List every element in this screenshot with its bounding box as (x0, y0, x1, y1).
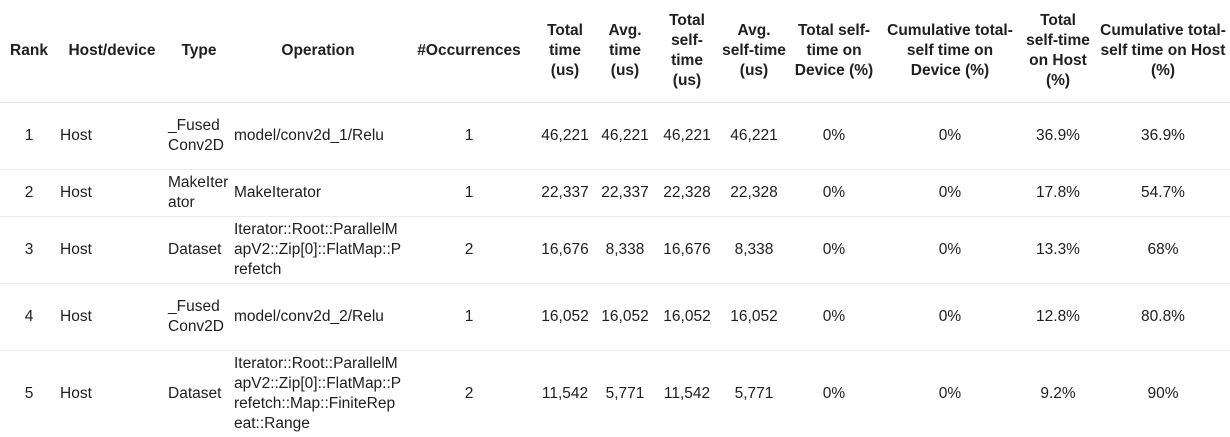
cell-avg-time: 16,052 (596, 284, 654, 351)
cell-avg-self-time: 8,338 (720, 217, 788, 284)
cell-cumulative-host-pct: 54.7% (1096, 170, 1230, 217)
column-header-avg-self-time[interactable]: Avg. self-time (us) (720, 0, 788, 103)
table-row[interactable]: 2 Host MakeIterator MakeIterator 1 22,33… (0, 170, 1230, 217)
cell-type: Dataset (166, 351, 232, 437)
cell-cumulative-device-pct: 0% (880, 103, 1020, 170)
column-header-self-time-device-pct[interactable]: Total self-time on Device (%) (788, 0, 880, 103)
cell-total-self-time: 16,676 (654, 217, 720, 284)
cell-host-device: Host (58, 217, 166, 284)
cell-occurrences: 1 (404, 103, 534, 170)
cell-cumulative-host-pct: 90% (1096, 351, 1230, 437)
cell-cumulative-host-pct: 80.8% (1096, 284, 1230, 351)
cell-occurrences: 2 (404, 217, 534, 284)
cell-self-time-host-pct: 17.8% (1020, 170, 1096, 217)
cell-avg-self-time: 46,221 (720, 103, 788, 170)
column-header-cumulative-host-pct[interactable]: Cumulative total-self time on Host (%) (1096, 0, 1230, 103)
cell-avg-self-time: 16,052 (720, 284, 788, 351)
cell-total-time: 16,052 (534, 284, 596, 351)
cell-self-time-host-pct: 12.8% (1020, 284, 1096, 351)
cell-total-self-time: 22,328 (654, 170, 720, 217)
cell-operation: Iterator::Root::ParallelMapV2::Zip[0]::F… (232, 217, 404, 284)
cell-self-time-device-pct: 0% (788, 103, 880, 170)
cell-host-device: Host (58, 103, 166, 170)
column-header-self-time-host-pct[interactable]: Total self-time on Host (%) (1020, 0, 1096, 103)
cell-total-time: 16,676 (534, 217, 596, 284)
table-row[interactable]: 1 Host _FusedConv2D model/conv2d_1/Relu … (0, 103, 1230, 170)
cell-operation: MakeIterator (232, 170, 404, 217)
column-header-host-device[interactable]: Host/device (58, 0, 166, 103)
column-header-operation[interactable]: Operation (232, 0, 404, 103)
cell-cumulative-device-pct: 0% (880, 170, 1020, 217)
column-header-occurrences[interactable]: #Occurrences (404, 0, 534, 103)
cell-self-time-device-pct: 0% (788, 284, 880, 351)
table-row[interactable]: 4 Host _FusedConv2D model/conv2d_2/Relu … (0, 284, 1230, 351)
table-row[interactable]: 5 Host Dataset Iterator::Root::ParallelM… (0, 351, 1230, 437)
cell-avg-self-time: 22,328 (720, 170, 788, 217)
cell-cumulative-device-pct: 0% (880, 284, 1020, 351)
table-row[interactable]: 3 Host Dataset Iterator::Root::ParallelM… (0, 217, 1230, 284)
cell-total-time: 11,542 (534, 351, 596, 437)
cell-self-time-host-pct: 9.2% (1020, 351, 1096, 437)
cell-avg-time: 8,338 (596, 217, 654, 284)
cell-operation: model/conv2d_1/Relu (232, 103, 404, 170)
cell-type: Dataset (166, 217, 232, 284)
cell-type: _FusedConv2D (166, 284, 232, 351)
column-header-cumulative-device-pct[interactable]: Cumulative total-self time on Device (%) (880, 0, 1020, 103)
cell-operation: Iterator::Root::ParallelMapV2::Zip[0]::F… (232, 351, 404, 437)
cell-type: _FusedConv2D (166, 103, 232, 170)
cell-self-time-device-pct: 0% (788, 170, 880, 217)
cell-rank: 3 (0, 217, 58, 284)
table-header-row: Rank Host/device Type Operation #Occurre… (0, 0, 1230, 103)
cell-occurrences: 2 (404, 351, 534, 437)
cell-self-time-device-pct: 0% (788, 351, 880, 437)
cell-self-time-device-pct: 0% (788, 217, 880, 284)
cell-total-self-time: 16,052 (654, 284, 720, 351)
cell-cumulative-host-pct: 68% (1096, 217, 1230, 284)
column-header-rank[interactable]: Rank (0, 0, 58, 103)
cell-avg-time: 46,221 (596, 103, 654, 170)
cell-rank: 1 (0, 103, 58, 170)
cell-cumulative-device-pct: 0% (880, 217, 1020, 284)
cell-avg-time: 22,337 (596, 170, 654, 217)
cell-host-device: Host (58, 170, 166, 217)
cell-total-time: 22,337 (534, 170, 596, 217)
cell-total-self-time: 11,542 (654, 351, 720, 437)
column-header-total-self-time[interactable]: Total self-time (us) (654, 0, 720, 103)
cell-avg-self-time: 5,771 (720, 351, 788, 437)
cell-occurrences: 1 (404, 170, 534, 217)
cell-host-device: Host (58, 284, 166, 351)
cell-avg-time: 5,771 (596, 351, 654, 437)
cell-type: MakeIterator (166, 170, 232, 217)
cell-host-device: Host (58, 351, 166, 437)
column-header-type[interactable]: Type (166, 0, 232, 103)
cell-occurrences: 1 (404, 284, 534, 351)
cell-self-time-host-pct: 13.3% (1020, 217, 1096, 284)
cell-total-self-time: 46,221 (654, 103, 720, 170)
cell-cumulative-device-pct: 0% (880, 351, 1020, 437)
column-header-avg-time[interactable]: Avg. time (us) (596, 0, 654, 103)
cell-rank: 5 (0, 351, 58, 437)
cell-rank: 4 (0, 284, 58, 351)
cell-rank: 2 (0, 170, 58, 217)
cell-cumulative-host-pct: 36.9% (1096, 103, 1230, 170)
column-header-total-time[interactable]: Total time (us) (534, 0, 596, 103)
cell-self-time-host-pct: 36.9% (1020, 103, 1096, 170)
cell-operation: model/conv2d_2/Relu (232, 284, 404, 351)
cell-total-time: 46,221 (534, 103, 596, 170)
